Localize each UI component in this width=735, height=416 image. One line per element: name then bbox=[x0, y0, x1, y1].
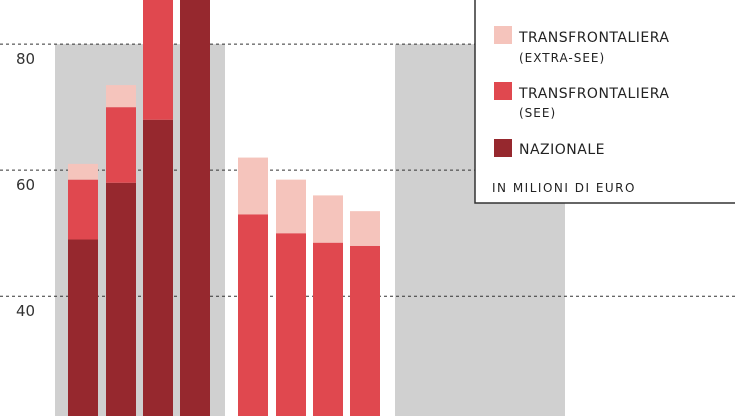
bar-2-nazionale bbox=[106, 182, 136, 416]
legend-sublabel-see: (SEE) bbox=[519, 106, 556, 120]
bar-6-extra-see bbox=[276, 179, 306, 234]
legend: TRANSFRONTALIERA (EXTRA-SEE) TRANSFRONTA… bbox=[474, 0, 735, 204]
y-tick-layer: 40 60 80 bbox=[16, 50, 35, 320]
y-tick-label-60: 60 bbox=[16, 176, 35, 194]
bar-7-see bbox=[313, 242, 343, 416]
bar-3-see bbox=[143, 0, 173, 120]
bar-2-extra-see bbox=[106, 85, 136, 108]
bar-4-nazionale bbox=[180, 0, 210, 416]
bar-8-extra-see bbox=[350, 211, 380, 246]
legend-swatch-see bbox=[494, 82, 512, 100]
legend-unit-label: IN MILIONI DI EURO bbox=[492, 181, 636, 195]
bar-7-extra-see bbox=[313, 195, 343, 243]
bar-5-extra-see bbox=[238, 157, 268, 215]
legend-label-nazionale: NAZIONALE bbox=[519, 142, 605, 158]
legend-box bbox=[474, 0, 735, 204]
bar-layer bbox=[68, 0, 380, 416]
bar-1-see bbox=[68, 179, 98, 240]
legend-label-extra-see: TRANSFRONTALIERA bbox=[518, 30, 669, 46]
bar-3-nazionale bbox=[143, 119, 173, 416]
y-tick-label-40: 40 bbox=[16, 302, 35, 320]
legend-sublabel-extra-see: (EXTRA-SEE) bbox=[519, 51, 605, 65]
bar-6-see bbox=[276, 233, 306, 416]
legend-swatch-extra-see bbox=[494, 26, 512, 44]
y-tick-label-80: 80 bbox=[16, 50, 35, 68]
bar-8-see bbox=[350, 245, 380, 416]
bar-1-extra-see bbox=[68, 163, 98, 180]
bar-1-nazionale bbox=[68, 239, 98, 416]
bar-2-see bbox=[106, 107, 136, 183]
legend-label-see: TRANSFRONTALIERA bbox=[518, 86, 669, 102]
legend-swatch-nazionale bbox=[494, 139, 512, 157]
bar-5-see bbox=[238, 214, 268, 416]
